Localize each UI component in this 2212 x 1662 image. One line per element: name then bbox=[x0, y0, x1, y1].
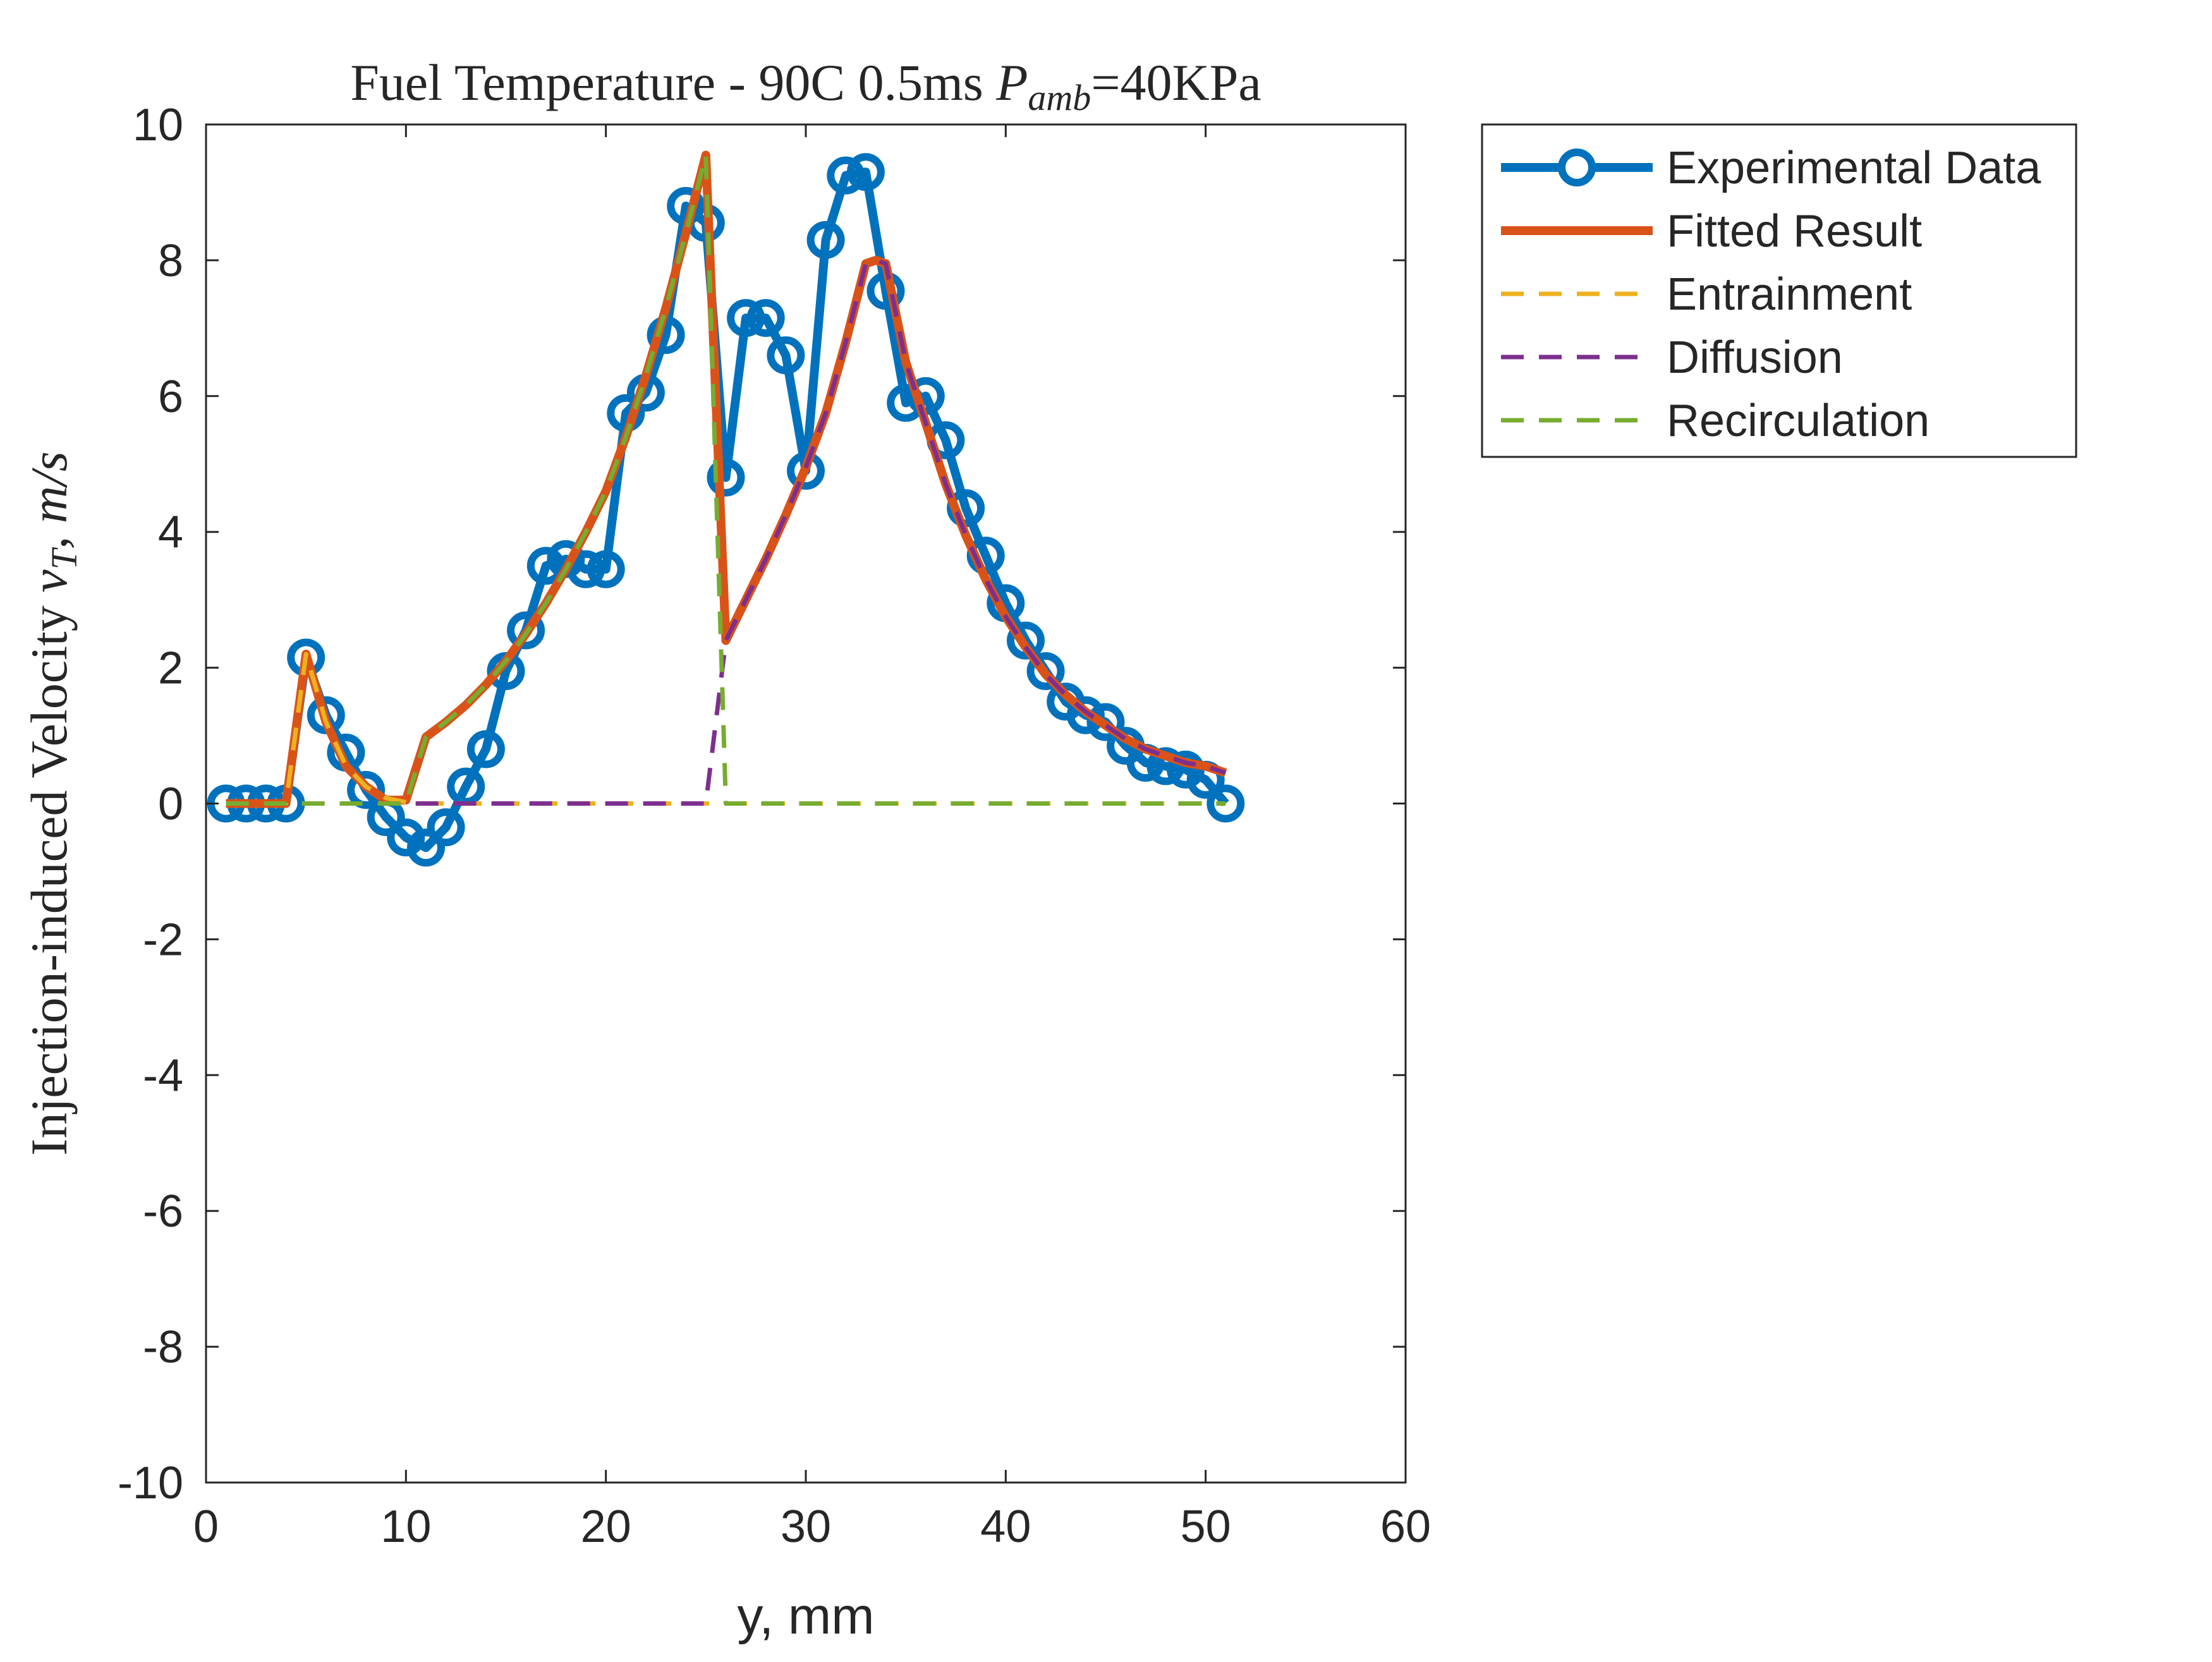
data-point bbox=[466, 730, 505, 768]
legend-item: Fitted Result bbox=[1501, 206, 1922, 257]
legend-label: Fitted Result bbox=[1667, 206, 1922, 257]
series-diffusion bbox=[226, 258, 1227, 806]
x-axis-label: y, mm bbox=[737, 1587, 874, 1645]
data-point bbox=[1026, 652, 1065, 690]
series-line bbox=[226, 258, 1227, 806]
data-point bbox=[347, 771, 386, 809]
y-axis-label: Injection-induced Velocity vT, m/s bbox=[20, 451, 85, 1156]
legend-item: Diffusion bbox=[1501, 332, 1843, 383]
x-tick-label: 20 bbox=[581, 1501, 631, 1552]
x-tick-label: 10 bbox=[380, 1501, 431, 1552]
data-point bbox=[1146, 747, 1185, 786]
data-point bbox=[806, 221, 845, 259]
legend-item: Experimental Data bbox=[1501, 143, 2041, 193]
data-point bbox=[707, 458, 745, 497]
data-point bbox=[1206, 784, 1245, 823]
y-tick-label: -10 bbox=[118, 1458, 183, 1508]
y-tick-label: -6 bbox=[143, 1186, 183, 1237]
y-tick-label: -4 bbox=[143, 1050, 183, 1101]
data-point bbox=[526, 547, 565, 585]
chart-title: Fuel Temperature - 90C 0.5ms Pamb=40KPa bbox=[350, 54, 1261, 118]
data-point bbox=[507, 611, 545, 650]
data-point bbox=[1066, 696, 1105, 734]
x-tick-label: 50 bbox=[1181, 1501, 1231, 1552]
data-point bbox=[846, 153, 885, 191]
legend-item: Entrainment bbox=[1501, 269, 1912, 320]
x-tick-label: 0 bbox=[193, 1501, 219, 1552]
legend-label: Recirculation bbox=[1667, 396, 1929, 446]
data-point bbox=[586, 550, 625, 588]
data-point bbox=[427, 808, 465, 847]
y-tick-label: -2 bbox=[143, 914, 183, 965]
series-line bbox=[226, 152, 1226, 806]
y-tick-label: -8 bbox=[143, 1322, 183, 1373]
legend-item: Recirculation bbox=[1501, 396, 1929, 446]
data-point bbox=[387, 818, 425, 857]
legend-label: Diffusion bbox=[1667, 332, 1843, 383]
data-point bbox=[767, 336, 805, 375]
y-tick-label: 8 bbox=[158, 236, 183, 286]
series-entrainment bbox=[226, 652, 1226, 806]
y-tick-label: 0 bbox=[158, 779, 183, 830]
legend-label: Experimental Data bbox=[1667, 143, 2041, 193]
data-point bbox=[407, 828, 445, 867]
x-tick-label: 60 bbox=[1380, 1501, 1431, 1552]
data-point bbox=[1086, 703, 1125, 741]
y-tick-label: 6 bbox=[158, 372, 183, 422]
data-point bbox=[827, 156, 865, 195]
series-recirculation bbox=[226, 152, 1226, 806]
series-line bbox=[226, 652, 1226, 806]
legend-label: Entrainment bbox=[1667, 269, 1912, 320]
y-tick-label: 2 bbox=[158, 643, 183, 694]
x-tick-label: 30 bbox=[781, 1501, 831, 1552]
y-tick-label: 4 bbox=[158, 507, 183, 558]
data-point bbox=[727, 299, 765, 337]
legend: Experimental Data Fitted Result Entrainmen… bbox=[1481, 123, 2077, 458]
data-point bbox=[746, 299, 785, 337]
x-tick-label: 40 bbox=[980, 1501, 1031, 1552]
data-point bbox=[1007, 621, 1045, 660]
legend-marker bbox=[1558, 149, 1596, 186]
y-tick-label: 10 bbox=[133, 100, 183, 150]
